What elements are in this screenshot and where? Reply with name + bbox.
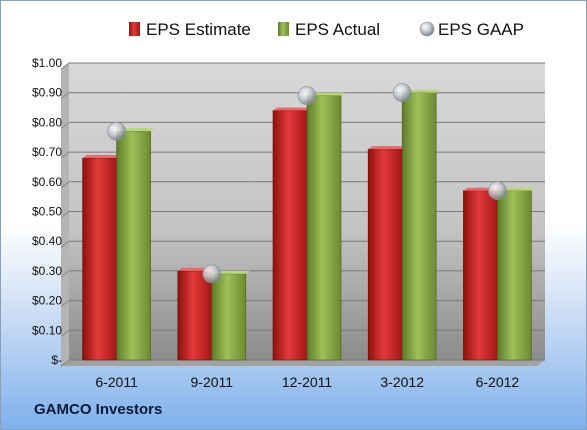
- marker-eps-gaap: [488, 181, 507, 201]
- bar-eps-actual: [401, 92, 437, 361]
- plot-floor: [61, 360, 545, 366]
- legend-swatch: [419, 21, 435, 37]
- gridline-wall: [60, 329, 70, 337]
- bar-eps-actual: [497, 190, 532, 361]
- x-tick-label: 6-2012: [476, 374, 520, 390]
- bar-top-eps-estimate: [82, 155, 121, 159]
- bar-top-eps-estimate: [368, 146, 407, 150]
- y-tick-label: $0.10: [32, 323, 62, 337]
- y-tick-label: $0.70: [32, 145, 62, 159]
- bar-eps-estimate: [463, 190, 498, 361]
- y-tick-label: $0.60: [32, 175, 62, 189]
- bar-top-eps-actual: [497, 187, 536, 191]
- bar-eps-estimate: [177, 270, 213, 361]
- bar-eps-estimate: [82, 157, 117, 361]
- bar-eps-actual: [306, 95, 342, 361]
- gridline-wall: [60, 151, 70, 159]
- legend: EPS Estimate EPS Actual EPS GAAP: [129, 20, 524, 39]
- legend-label: EPS GAAP: [438, 20, 524, 39]
- y-tick-label: $0.80: [32, 115, 62, 129]
- bar-top-eps-actual: [402, 89, 441, 93]
- marker-eps-gaap: [392, 83, 412, 102]
- y-tick-label: $1.00: [32, 56, 62, 70]
- x-tick-label: 3-2012: [380, 374, 424, 390]
- bar-top-eps-actual: [307, 92, 345, 96]
- bar-eps-actual: [211, 273, 247, 361]
- y-tick-label: $0.20: [32, 294, 62, 308]
- gridline-wall: [60, 240, 70, 248]
- legend-swatch: [129, 22, 140, 36]
- bar-eps-actual: [116, 131, 151, 361]
- marker-eps-gaap: [202, 264, 222, 284]
- gridline-wall: [60, 211, 70, 218]
- gridline-wall: [60, 181, 70, 189]
- y-tick-label: $0.40: [32, 234, 62, 248]
- gridline-wall: [60, 92, 70, 100]
- legend-label: EPS Actual: [295, 20, 380, 39]
- bar-eps-estimate: [367, 148, 403, 361]
- gridline-wall: [60, 359, 70, 367]
- bar-top-eps-actual: [211, 270, 250, 274]
- bar-top-eps-actual: [116, 128, 155, 132]
- marker-eps-gaap: [297, 86, 317, 105]
- x-tick-label: 9-2011: [191, 374, 234, 390]
- gridline-wall: [60, 122, 70, 129]
- bar-top-eps-estimate: [273, 107, 311, 111]
- legend-swatch: [278, 22, 289, 36]
- legend-label: EPS Estimate: [146, 20, 251, 39]
- gridline-wall: [60, 270, 70, 278]
- bar-eps-estimate: [272, 110, 308, 361]
- marker-eps-gaap: [107, 122, 126, 141]
- y-tick-label: $0.30: [32, 264, 62, 278]
- x-tick-label: 12-2011: [282, 374, 333, 390]
- gridline-wall: [60, 62, 70, 70]
- y-tick-label: $0.90: [32, 86, 62, 100]
- gridline-wall: [60, 300, 70, 308]
- x-tick-label: 6-2011: [95, 374, 138, 390]
- y-tick-label: $-: [51, 353, 62, 367]
- y-tick-label: $0.50: [32, 205, 62, 219]
- company-name: GAMCO Investors: [34, 401, 163, 418]
- plot-area: $- $0.10 $0.20 $0.30 $0.40 $0.50 $0.60 $0.70 $0.…: [32, 56, 545, 390]
